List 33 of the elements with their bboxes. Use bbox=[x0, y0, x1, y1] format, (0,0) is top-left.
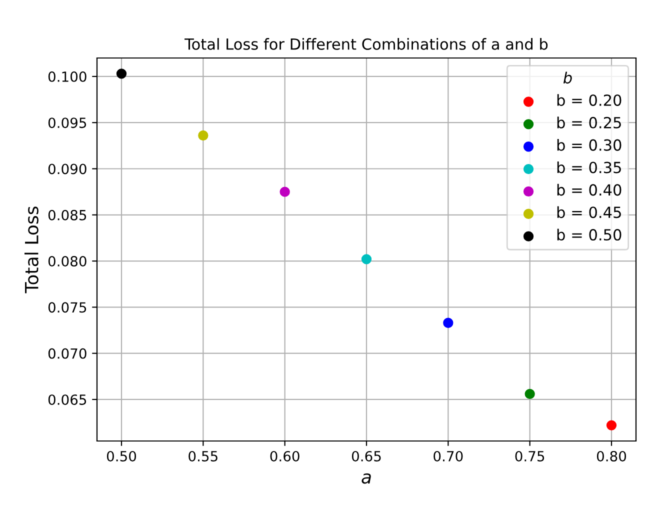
x-tick-label: 0.65 bbox=[352, 450, 381, 462]
point bbox=[361, 254, 372, 264]
x-tick-label: 0.70 bbox=[434, 450, 463, 462]
y-tick-label: 0.080 bbox=[48, 256, 86, 267]
legend-label: b = 0.20 bbox=[557, 94, 622, 106]
point bbox=[198, 130, 208, 141]
legend-label: b = 0.25 bbox=[557, 116, 621, 128]
chart-title: Total Loss for Different Combinations of a and b bbox=[184, 38, 548, 50]
point bbox=[280, 186, 290, 197]
y-axis-title: Total Loss bbox=[24, 206, 38, 294]
y-tick-label: 0.075 bbox=[48, 302, 86, 313]
y-tick-label: 0.095 bbox=[48, 118, 86, 128]
legend-label: b = 0.50 bbox=[557, 228, 622, 241]
y-tick-label: 0.065 bbox=[48, 394, 86, 405]
legend-label: b = 0.45 bbox=[557, 206, 621, 218]
legend-label: b = 0.40 bbox=[557, 184, 622, 196]
y-tick-label: 0.070 bbox=[48, 348, 86, 359]
x-tick-label: 0.75 bbox=[515, 450, 544, 462]
point bbox=[524, 388, 535, 400]
y-tick-label: 0.090 bbox=[48, 164, 86, 174]
x-tick-label: 0.50 bbox=[106, 450, 136, 462]
legend-label: b = 0.35 bbox=[557, 161, 621, 174]
legend-label: b = 0.30 bbox=[557, 139, 622, 151]
y-tick-label: 0.100 bbox=[48, 71, 86, 82]
legend-title: b bbox=[563, 72, 572, 84]
x-tick-label: 0.80 bbox=[596, 450, 626, 462]
x-tick-label: 0.55 bbox=[188, 450, 218, 462]
point bbox=[606, 420, 617, 430]
y-tick-label: 0.085 bbox=[48, 210, 86, 220]
point bbox=[443, 318, 454, 328]
point bbox=[116, 68, 127, 79]
x-axis-title: a bbox=[362, 473, 371, 484]
x-tick-label: 0.60 bbox=[270, 450, 300, 462]
